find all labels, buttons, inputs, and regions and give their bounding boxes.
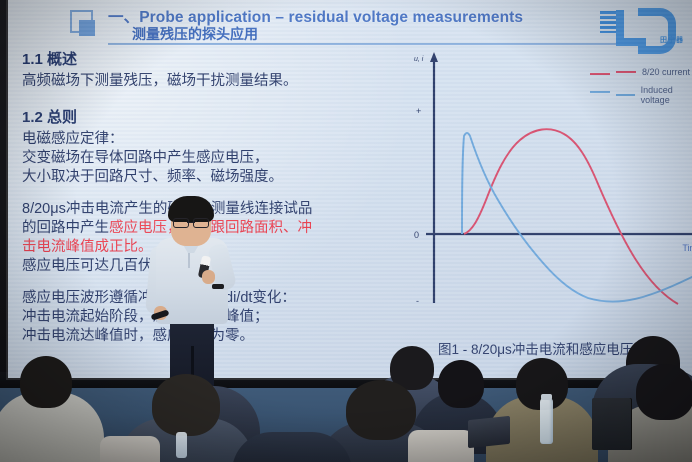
chair-back xyxy=(408,430,474,462)
slide-header: 一、Probe application – residual voltage m… xyxy=(22,2,692,46)
slide-title: 一、Probe application – residual voltage m… xyxy=(108,9,524,26)
para2-line-1: 8/20μs冲击电流产生的磁场在测量线连接试品 xyxy=(22,201,313,217)
company-logo: 田宁器 xyxy=(598,7,686,54)
speaker-leg-split xyxy=(191,346,194,400)
speaker-wristwatch xyxy=(212,284,224,289)
legend-label-voltage: Induced voltage xyxy=(640,85,673,105)
series-current-path xyxy=(463,128,679,305)
slide-body: 1.1 概述 高频磁场下测量残压，磁场干扰测量结果。 1.2 总则 电磁感应定律… xyxy=(22,46,422,346)
chart-axes xyxy=(426,52,692,303)
speaker-hair xyxy=(168,196,214,222)
chart-legend xyxy=(590,73,610,93)
logo-bars-icon xyxy=(600,11,616,33)
audience-head xyxy=(152,374,220,436)
audience-head xyxy=(346,380,416,440)
chart-svg xyxy=(426,52,692,305)
section-heading-1-1: 1.1 概述 xyxy=(22,51,78,68)
section-1-2-line-3: 大小取决于回路尺寸、频率、磁场强度。 xyxy=(22,169,283,185)
audience-head xyxy=(20,356,72,408)
legend-label-current: 8/20 current xyxy=(642,67,691,77)
series-voltage-path xyxy=(461,132,692,303)
water-bottle xyxy=(540,398,553,444)
section-1-1-line-1: 高频磁场下测量残压，磁场干扰测量结果。 xyxy=(22,73,298,89)
laptop xyxy=(592,398,632,450)
para2-line-2-black: 的回路中产生 xyxy=(22,220,109,236)
section-1-2-line-2: 交变磁场在导体回路中产生感应电压， xyxy=(22,150,269,166)
chair-back xyxy=(100,436,160,462)
legend-item-voltage: Induced voltage xyxy=(616,85,692,105)
audience-head xyxy=(636,364,692,420)
section-1-2-line-1: 电磁感应定律： xyxy=(22,131,124,147)
header-divider xyxy=(108,43,633,45)
section-heading-1-2: 1.2 总则 xyxy=(22,109,78,126)
logo-l-mark-icon xyxy=(616,10,646,46)
y-tick-negative: - xyxy=(416,296,419,306)
figure-1-chart: 8/20 current Induced voltage u, i + 0 - … xyxy=(412,48,692,328)
square-outline-filled-icon xyxy=(70,10,96,36)
audience-head xyxy=(438,360,484,408)
legend-labels: 8/20 current Induced voltage xyxy=(616,67,692,113)
y-tick-positive: + xyxy=(416,106,422,116)
figure-caption: 图1 - 8/20μs冲击电流和感应电压 xyxy=(438,342,634,357)
y-axis-label: u, i xyxy=(414,56,424,63)
logo-chinese-text: 田宁器 xyxy=(660,37,684,44)
legend-swatch xyxy=(616,71,636,73)
y-tick-zero: 0 xyxy=(414,230,420,240)
speaker-shirt-placket xyxy=(188,248,190,268)
audience-shoulders xyxy=(232,432,352,462)
laptop xyxy=(468,415,510,449)
water-bottle xyxy=(176,432,187,458)
water-bottle-cap xyxy=(541,394,552,400)
legend-swatch xyxy=(616,94,635,96)
x-axis-label: Time xyxy=(682,243,692,253)
eyeglasses-icon xyxy=(173,218,209,228)
speaker-right-hand xyxy=(202,270,215,284)
projection-screen: 一、Probe application – residual voltage m… xyxy=(8,0,692,378)
logo-p-mark-icon xyxy=(638,8,676,54)
legend-item-current: 8/20 current xyxy=(616,67,692,77)
slide-subtitle: 测量残压的探头应用 xyxy=(132,26,258,42)
para2-line-3: 击电流峰值成正比。 xyxy=(22,239,153,255)
